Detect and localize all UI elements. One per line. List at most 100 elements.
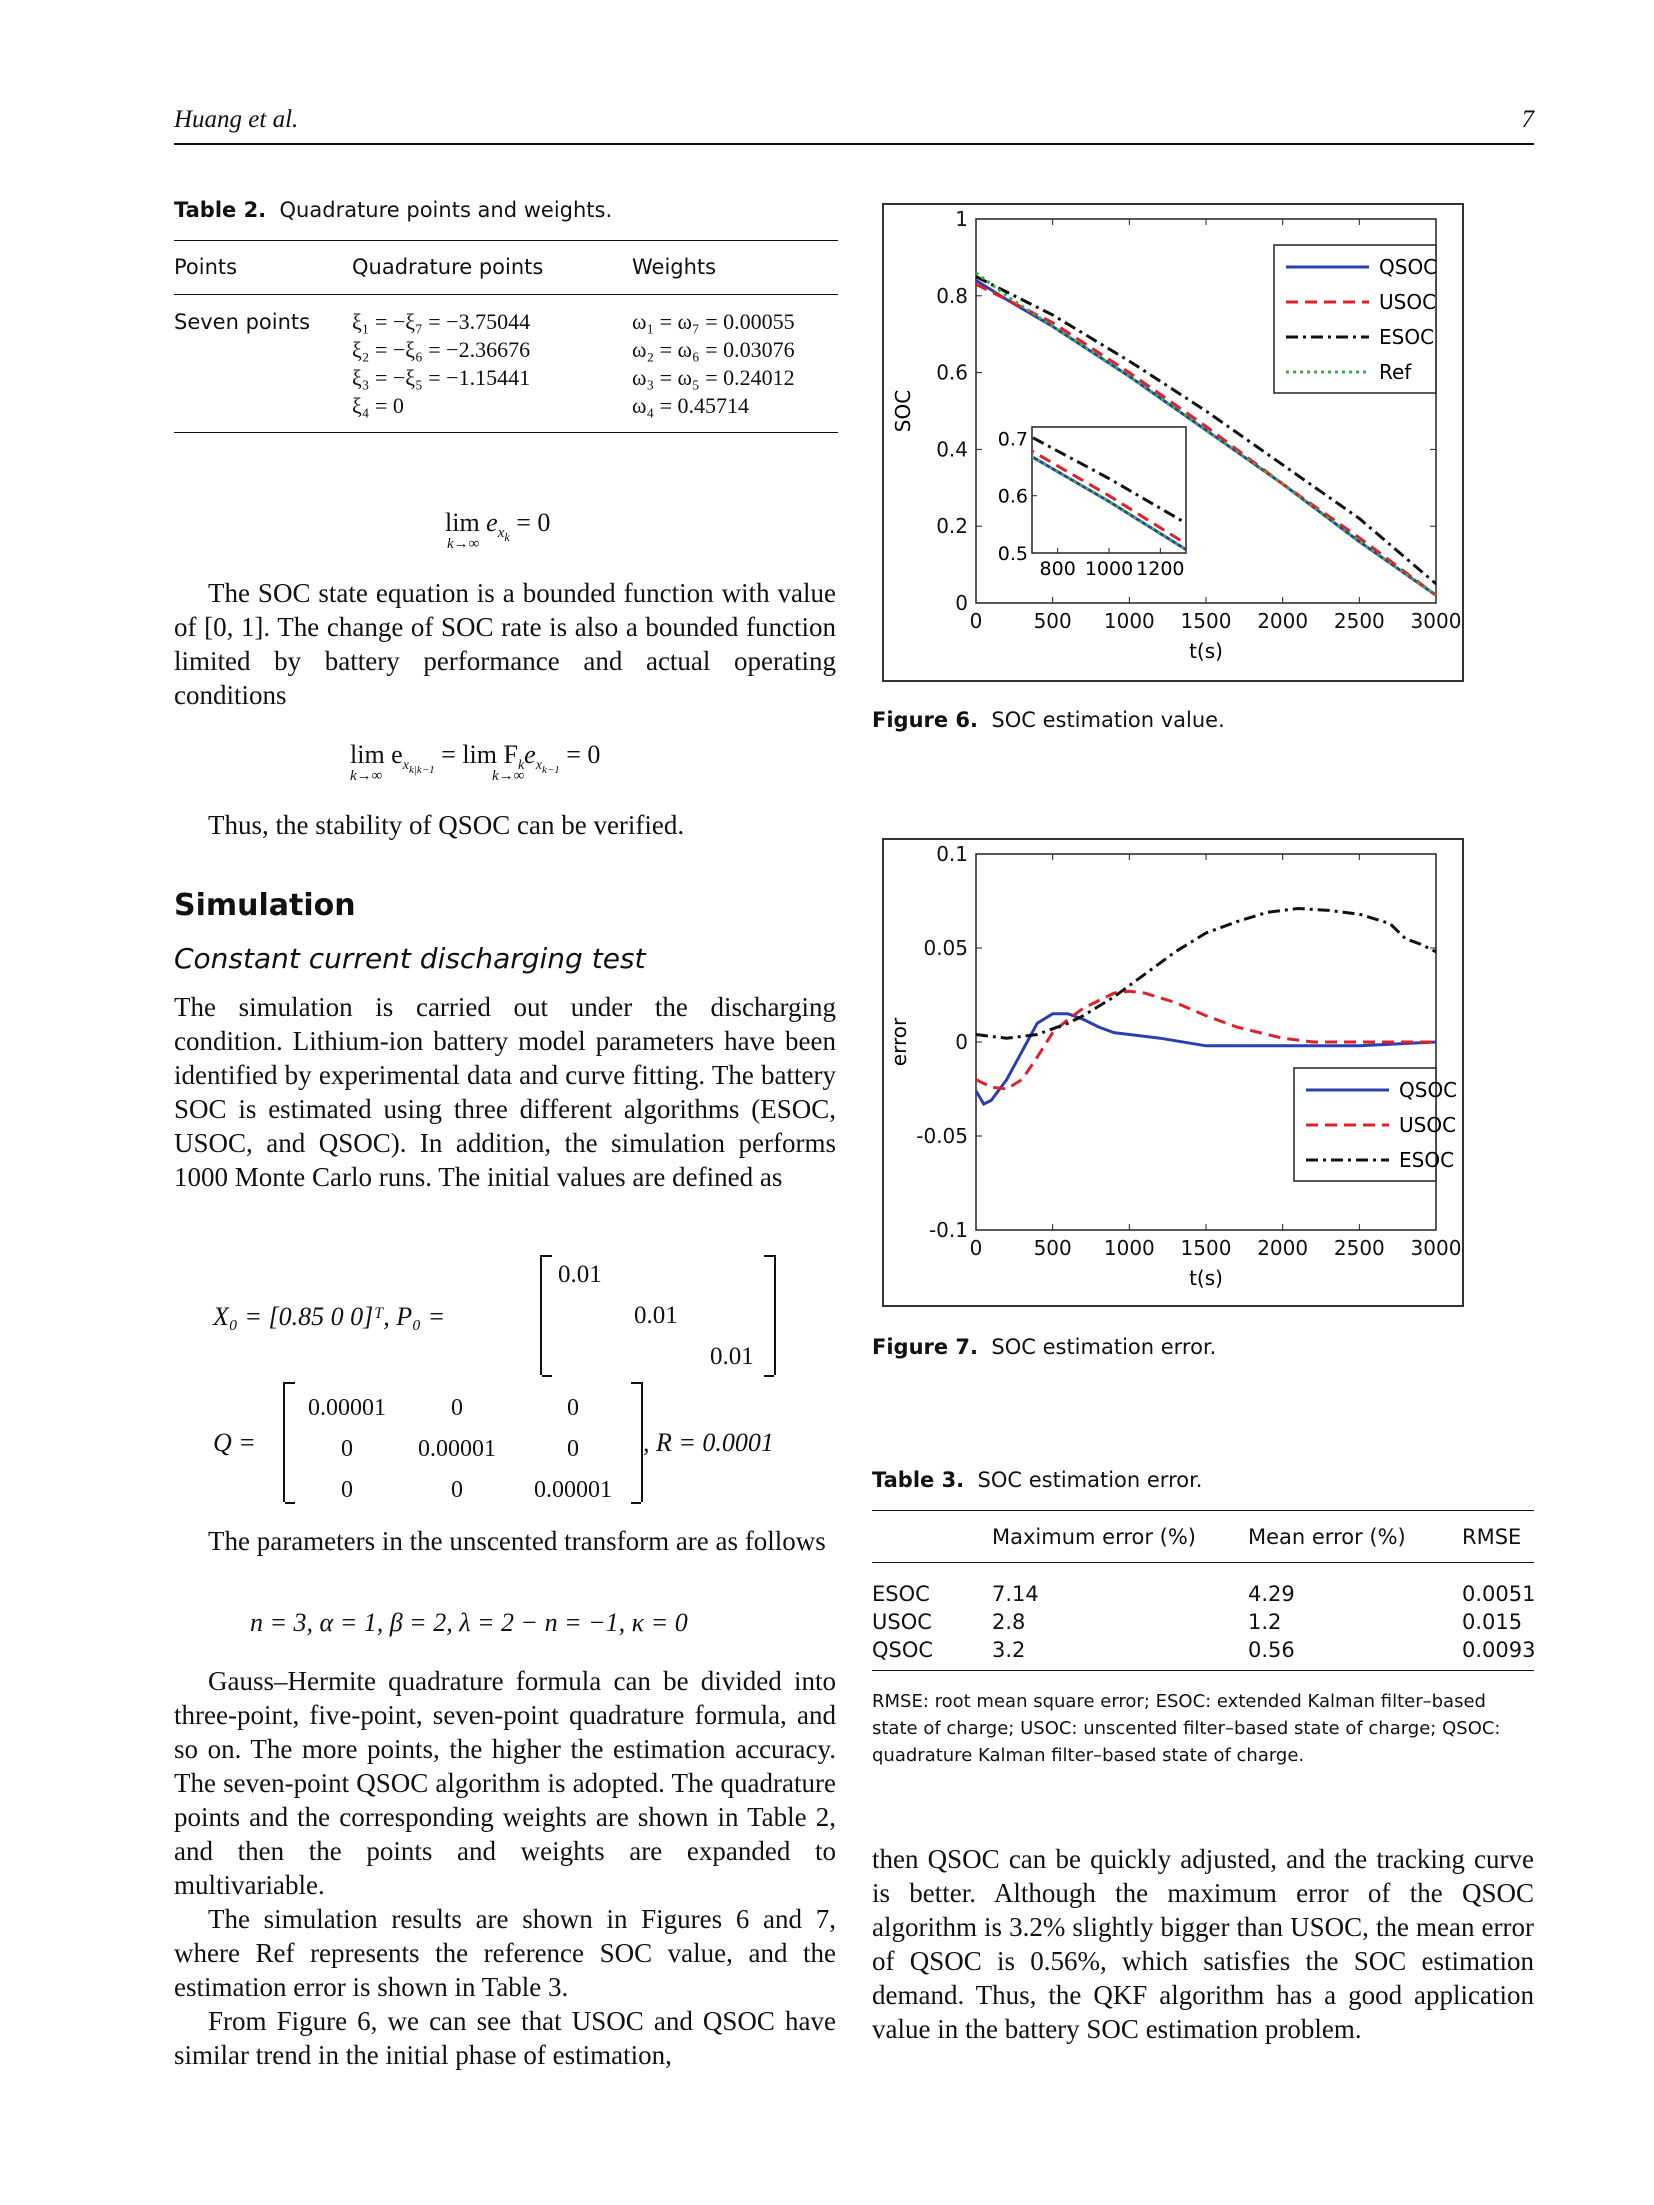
page-number: 7 xyxy=(1521,106,1535,133)
table3-cell: 4.29 xyxy=(1248,1582,1295,1606)
y-tick-label: 0.2 xyxy=(936,514,968,538)
y-tick-label: 0 xyxy=(955,591,968,615)
y-tick-label: 1 xyxy=(955,207,968,231)
table3-top-rule xyxy=(872,1510,1534,1511)
x-tick-label: 0 xyxy=(970,1236,983,1260)
series-line-ref xyxy=(975,271,1437,597)
x-tick-label: 3000 xyxy=(1411,1236,1462,1260)
q-matrix-body: 0.00001 0 0 0 0.00001 0 0 0 0.00001 xyxy=(297,1388,629,1511)
table2-point: ξ₂ = −ξ₆ = −2.36676 xyxy=(352,337,531,362)
table3-cell: 1.2 xyxy=(1248,1610,1282,1634)
table3-col-max: 7.14 2.8 3.2 xyxy=(992,1580,1039,1664)
eq1-lim: lim xyxy=(445,508,480,537)
q-entry: 0 xyxy=(341,1477,353,1503)
inset-y-tick-label: 0.5 xyxy=(998,543,1028,565)
figure-6-caption-text: SOC estimation value. xyxy=(991,708,1225,732)
table3-cell: ESOC xyxy=(872,1582,930,1606)
eq1-rhs: = 0 xyxy=(516,508,551,537)
table3-cell: USOC xyxy=(872,1610,932,1634)
table3-cell: 0.015 xyxy=(1462,1610,1523,1634)
p0-entry: 0.01 xyxy=(710,1343,754,1370)
paragraph-text: From Figure 6, we can see that USOC and … xyxy=(174,2006,836,2070)
y-tick-label: 0.8 xyxy=(936,284,968,308)
inset-series-line-usoc xyxy=(1032,449,1186,546)
x-tick-label: 1500 xyxy=(1181,1236,1232,1260)
x-tick-label: 2500 xyxy=(1334,1236,1385,1260)
table2-weight: ω₃ = ω₅ = 0.24012 xyxy=(632,365,795,390)
p0-entry: 0.01 xyxy=(558,1261,602,1288)
table3-cell: 0.0051 xyxy=(1462,1582,1536,1606)
table2-point: ξ₃ = −ξ₅ = −1.15441 xyxy=(352,365,531,390)
table3-cell: QSOC xyxy=(872,1638,934,1662)
figure-6-frame: 0 500 1000 1500 2000 2500 3000 0 0.2 0.4 0.6 0.8 1 t(… xyxy=(882,203,1464,682)
y-axis-label: SOC xyxy=(891,390,915,432)
x-tick-label: 1000 xyxy=(1104,609,1155,633)
table2-top-rule xyxy=(174,240,838,241)
table3-cell: 2.8 xyxy=(992,1610,1026,1634)
table2-bottom-rule xyxy=(174,432,838,433)
table3-header-rmse: RMSE xyxy=(1462,1525,1522,1549)
table3-label: Table 3. xyxy=(872,1468,965,1492)
table3-col-mean: 4.29 1.2 0.56 xyxy=(1248,1580,1295,1664)
q-entry: 0 xyxy=(567,1436,579,1462)
table3-col-method: ESOC USOC QSOC xyxy=(872,1580,933,1664)
legend-label-usoc: USOC xyxy=(1379,290,1436,314)
figure-7-chart: 0 500 1000 1500 2000 2500 3000 -0.1 -0.05 0 0.05 0.… xyxy=(887,842,1462,1290)
paragraph-text: The simulation results are shown in Figu… xyxy=(174,1904,836,2002)
eq2-mid: = lim F xyxy=(441,740,518,769)
inset-x-tick-label: 1200 xyxy=(1136,558,1184,580)
eq2-rhs: = 0 xyxy=(566,740,601,769)
q-entry: 0 xyxy=(451,1477,463,1503)
table3-caption-text: SOC estimation error. xyxy=(977,1468,1203,1492)
q-entry: 0.00001 xyxy=(418,1436,496,1462)
figure-6-caption: Figure 6. SOC estimation value. xyxy=(872,708,1225,732)
series-line-usoc xyxy=(975,282,1437,597)
q-matrix: 0.00001 0 0 0 0.00001 0 0 0 0.00001 xyxy=(283,1382,643,1504)
paragraph-text: Thus, the stability of QSOC can be verif… xyxy=(208,810,685,840)
paragraph-text: Gauss–Hermite quadrature formula can be … xyxy=(174,1666,836,1900)
table3-caption: Table 3. SOC estimation error. xyxy=(872,1468,1202,1492)
q-entry: 0 xyxy=(451,1395,463,1421)
table2-row-label: Seven points xyxy=(174,310,311,334)
paragraph-stability: Thus, the stability of QSOC can be verif… xyxy=(174,808,836,842)
paragraph-text: The parameters in the unscented transfor… xyxy=(208,1526,826,1556)
y-tick-label: 0.4 xyxy=(936,437,968,461)
eq2-subscript-2: k→∞ xyxy=(492,768,525,784)
x-tick-label: 2500 xyxy=(1334,609,1385,633)
table3-cell: 0.56 xyxy=(1248,1638,1295,1662)
subsection-heading-constant-current: Constant current discharging test xyxy=(174,942,646,975)
x-tick-label: 2000 xyxy=(1257,609,1308,633)
paragraph-simulation: The simulation is carried out under the … xyxy=(174,990,836,1194)
table3-header-mean: Mean error (%) xyxy=(1248,1525,1406,1549)
inset-x-tick-label: 800 xyxy=(1040,558,1076,580)
paragraph-soc-bounded: The SOC state equation is a bounded func… xyxy=(174,576,836,712)
equation-r: , R = 0.0001 xyxy=(643,1428,774,1457)
y-tick-label: 0.1 xyxy=(936,842,968,866)
x-tick-label: 500 xyxy=(1034,1236,1072,1260)
inset-series-line-qsoc xyxy=(1032,455,1186,552)
table2-header-points: Points xyxy=(174,255,238,279)
table2-caption: Table 2. Quadrature points and weights. xyxy=(174,198,612,222)
eq1-subscript: k→∞ xyxy=(447,536,480,552)
table2-weight: ω₁ = ω₇ = 0.00055 xyxy=(632,309,795,334)
table3-bottom-rule xyxy=(872,1670,1534,1671)
equation-limit-1: lim exk = 0 xyxy=(445,508,551,545)
table2-weight: ω₄ = 0.45714 xyxy=(632,393,750,418)
x-tick-label: 2000 xyxy=(1257,1236,1308,1260)
paragraph-text: The SOC state equation is a bounded func… xyxy=(174,578,836,710)
legend-label-qsoc: QSOC xyxy=(1399,1078,1457,1102)
x-tick-label: 1500 xyxy=(1181,609,1232,633)
y-tick-label: 0.05 xyxy=(923,936,968,960)
y-tick-label: 0.6 xyxy=(936,361,968,385)
inset-y-tick-label: 0.6 xyxy=(998,486,1028,508)
running-header-author: Huang et al. xyxy=(174,106,299,133)
legend-label-usoc: USOC xyxy=(1399,1113,1456,1137)
paragraph-text: The simulation is carried out under the … xyxy=(174,992,836,1192)
p0-matrix: 0.01 0.01 0.01 xyxy=(540,1255,776,1377)
figure-7-caption: Figure 7. SOC estimation error. xyxy=(872,1335,1216,1359)
table3-cell: 3.2 xyxy=(992,1638,1026,1662)
table2-points-column: ξ₁ = −ξ₇ = −3.75044 ξ₂ = −ξ₆ = −2.36676 … xyxy=(352,308,530,420)
q-entry: 0 xyxy=(567,1395,579,1421)
equation-limit-2: lim exk|k−1 = lim Fkexk−1 = 0 xyxy=(350,740,601,776)
series-line-usoc xyxy=(975,989,1436,1091)
